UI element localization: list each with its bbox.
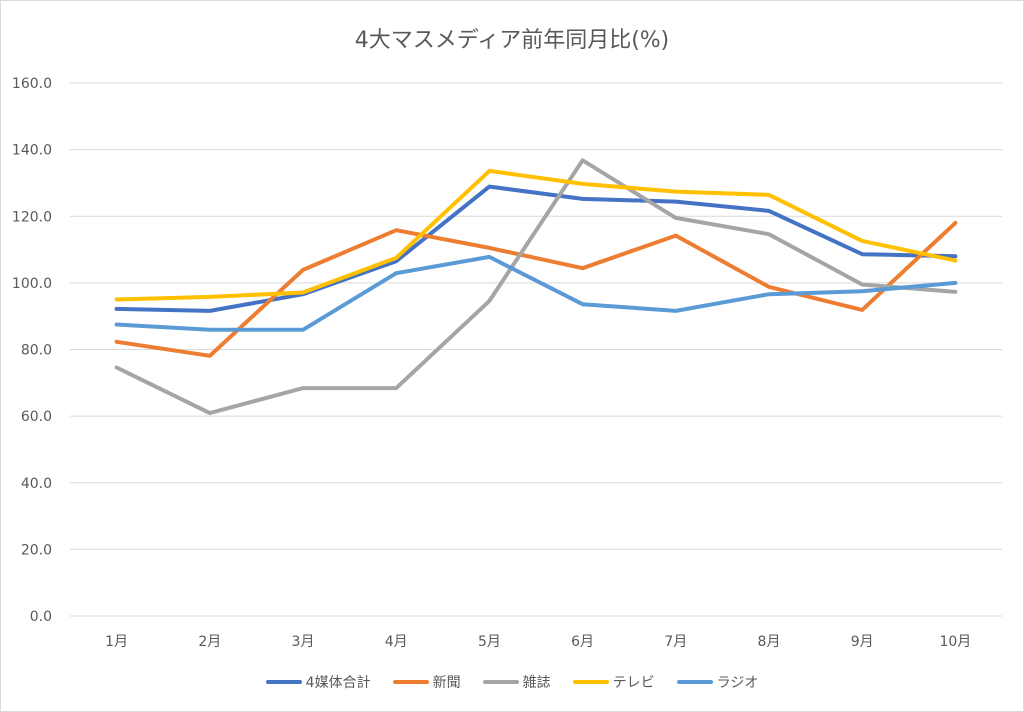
series-line-1 (114, 220, 958, 358)
x-tick-label: 9月 (851, 634, 874, 650)
legend-label: 新聞 (432, 675, 461, 691)
legend-item: ラジオ (676, 672, 759, 692)
y-tick-label: 0.0 (30, 609, 52, 625)
legend-swatch (265, 680, 302, 684)
chart-title: 4大マスメディア前年同月比(%) (354, 28, 670, 53)
legend-swatch (482, 680, 519, 684)
x-tick-label: 4月 (385, 634, 408, 650)
legend-swatch (392, 680, 429, 684)
chart-legend: 4媒体合計 新聞 雑誌 テレビ ラジオ (0, 672, 1024, 692)
series-line-3 (114, 168, 958, 302)
x-tick-label: 5月 (478, 634, 501, 650)
x-tick-label: 7月 (664, 634, 687, 650)
y-tick-label: 140.0 (12, 143, 52, 159)
y-tick-label: 120.0 (12, 209, 52, 225)
legend-item: テレビ (572, 672, 655, 692)
legend-label: ラジオ (716, 675, 759, 691)
x-tick-label: 3月 (292, 634, 315, 650)
y-tick-label: 100.0 (12, 276, 52, 292)
legend-item: 雑誌 (482, 672, 551, 692)
legend-item: 4媒体合計 (265, 672, 371, 692)
legend-label: 4媒体合計 (305, 675, 371, 691)
legend-label: 雑誌 (522, 675, 551, 691)
x-tick-label: 6月 (571, 634, 594, 650)
legend-label: テレビ (612, 675, 655, 691)
legend-swatch (676, 680, 713, 684)
y-tick-label: 40.0 (21, 476, 52, 492)
y-tick-label: 160.0 (12, 76, 52, 92)
y-tick-label: 80.0 (21, 343, 52, 359)
x-tick-label: 2月 (198, 634, 221, 650)
series-line-4 (114, 254, 958, 332)
x-tick-label: 8月 (758, 634, 781, 650)
x-tick-label: 10月 (939, 634, 971, 650)
series-line-2 (114, 158, 958, 416)
legend-item: 新聞 (392, 672, 461, 692)
series-line-0 (114, 184, 958, 313)
y-tick-label: 20.0 (21, 542, 52, 558)
legend-swatch (572, 680, 609, 684)
y-tick-label: 60.0 (21, 409, 52, 425)
x-tick-label: 1月 (105, 634, 128, 650)
